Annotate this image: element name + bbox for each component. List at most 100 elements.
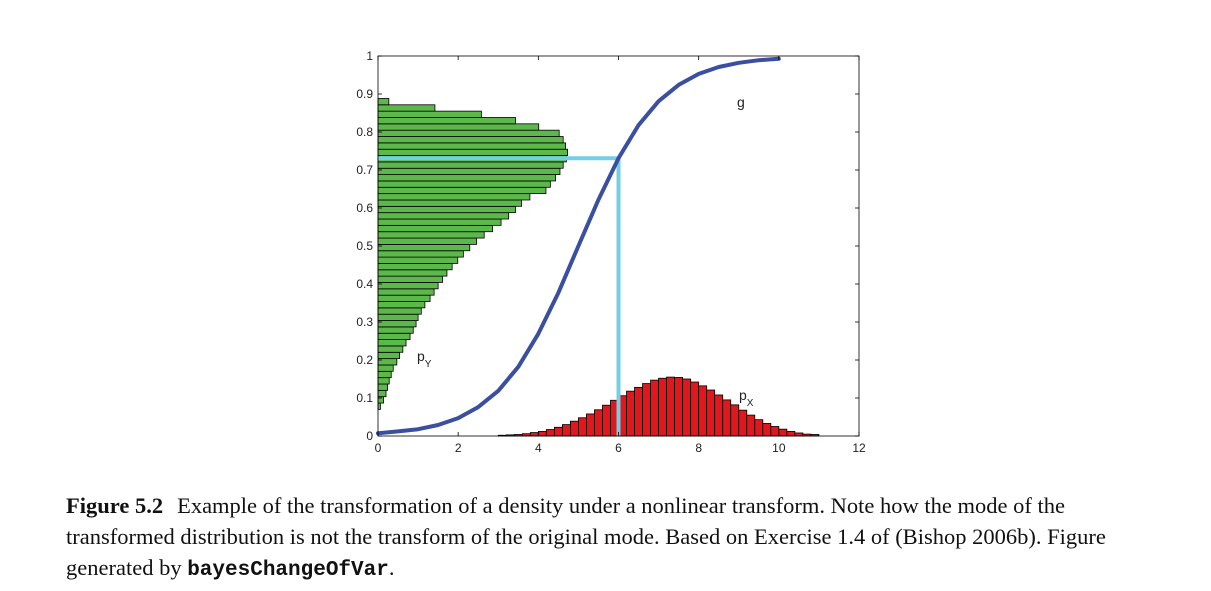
px-bar <box>561 424 571 437</box>
py-bar <box>377 142 566 150</box>
chart: 0 2 4 6 8 10 12 0 0.1 0.2 0.3 0.4 0.5 0.6 0.7 0.8 0.9 1 g… <box>356 49 866 455</box>
py-bar <box>377 110 482 118</box>
g-curve-line <box>376 56 781 436</box>
px-bar <box>545 429 555 437</box>
px-bar <box>754 419 764 437</box>
y-tick-label: 0 <box>366 429 373 443</box>
x-tick-label: 8 <box>695 441 702 455</box>
py-label: pY <box>417 348 432 370</box>
py-bar <box>377 351 401 360</box>
px-bar <box>602 404 611 437</box>
py-bar <box>377 199 522 207</box>
figure: 0 2 4 6 8 10 12 0 0.1 0.2 0.3 0.4 0.5 0.6 0.7 0.8 0.9 1 g… <box>356 49 866 455</box>
py-bar <box>377 364 394 372</box>
px-bar <box>794 432 804 437</box>
py-bar <box>377 370 392 379</box>
px-bar <box>666 376 676 437</box>
y-tick-label: 0.6 <box>356 201 373 215</box>
py-bar <box>377 339 407 347</box>
px-bar <box>714 394 724 437</box>
px-bar <box>578 417 587 437</box>
py-bar <box>377 205 516 214</box>
px-bar <box>762 423 772 437</box>
caption-label: Figure 5.2 <box>66 493 164 518</box>
py-bar <box>377 332 411 340</box>
x-tick-label: 0 <box>375 441 382 455</box>
py-bar <box>377 98 390 106</box>
py-bar <box>377 282 439 290</box>
py-bar <box>377 180 551 188</box>
y-tick-label: 0.3 <box>356 315 373 329</box>
px-bar <box>738 409 748 437</box>
py-bar <box>377 288 435 296</box>
px-histogram <box>497 376 820 437</box>
py-bar <box>377 313 419 321</box>
py-label-base: p <box>417 348 425 364</box>
py-bar <box>377 167 561 175</box>
px-bar <box>722 399 732 437</box>
py-bar <box>377 136 564 144</box>
py-bar <box>377 320 417 328</box>
x-tick-label: 6 <box>615 441 622 455</box>
py-bar <box>377 224 494 233</box>
px-bar <box>553 426 563 437</box>
x-tick-label: 10 <box>772 441 786 455</box>
py-bar <box>377 275 443 283</box>
px-bar <box>778 428 788 437</box>
py-bar <box>377 104 436 112</box>
py-bar <box>377 186 547 195</box>
caption-code: bayesChangeOfVar <box>187 559 389 582</box>
px-bar <box>786 431 796 437</box>
py-bar <box>377 231 485 239</box>
g-curve <box>376 56 781 436</box>
figure-caption: Figure 5.2 Example of the transformation … <box>66 490 1176 586</box>
axes: 0 2 4 6 8 10 12 0 0.1 0.2 0.3 0.4 0.5 0.6 0.7 0.8 0.9 1 <box>356 49 866 455</box>
px-bar <box>690 381 700 437</box>
y-tick-label: 0.7 <box>356 163 373 177</box>
px-bar <box>594 409 603 437</box>
px-bar <box>698 385 708 437</box>
py-bar <box>377 377 390 385</box>
x-tick-label: 12 <box>852 441 866 455</box>
py-label-sub: Y <box>425 359 432 370</box>
py-bar <box>377 129 560 137</box>
g-label: g <box>737 94 745 110</box>
py-bar <box>377 389 387 398</box>
px-bar <box>529 432 539 437</box>
py-bar <box>377 212 510 220</box>
py-histogram <box>377 98 568 410</box>
y-tick-label: 0.1 <box>356 391 373 405</box>
py-bar <box>377 218 502 226</box>
py-bar <box>377 161 564 169</box>
x-tick-label: 2 <box>455 441 462 455</box>
px-bar <box>674 377 684 437</box>
px-bar <box>537 431 547 437</box>
y-tick-label: 0.8 <box>356 125 373 139</box>
py-bar <box>377 148 568 156</box>
px-label-sub: X <box>747 398 754 409</box>
px-bar <box>682 378 692 437</box>
py-bar <box>377 269 448 277</box>
x-tick-label: 4 <box>535 441 542 455</box>
px-label: pX <box>739 387 754 409</box>
py-bar <box>377 237 478 245</box>
py-bar <box>377 345 404 353</box>
px-bar <box>650 379 659 437</box>
y-tick-label: 1 <box>366 49 373 63</box>
py-bar <box>377 294 431 302</box>
caption-end: . <box>388 555 395 580</box>
py-bar <box>377 383 389 391</box>
py-bar <box>377 326 414 334</box>
px-bar <box>634 386 643 437</box>
py-bar <box>377 174 556 182</box>
py-bar <box>377 307 422 315</box>
py-bar <box>377 358 398 366</box>
py-bar <box>377 123 540 131</box>
py-bar <box>377 256 459 264</box>
px-bar <box>626 390 635 437</box>
py-bar <box>377 193 531 201</box>
y-tick-label: 0.5 <box>356 239 373 253</box>
px-bar <box>658 377 667 437</box>
py-bar <box>377 250 464 258</box>
px-bar <box>570 420 579 437</box>
